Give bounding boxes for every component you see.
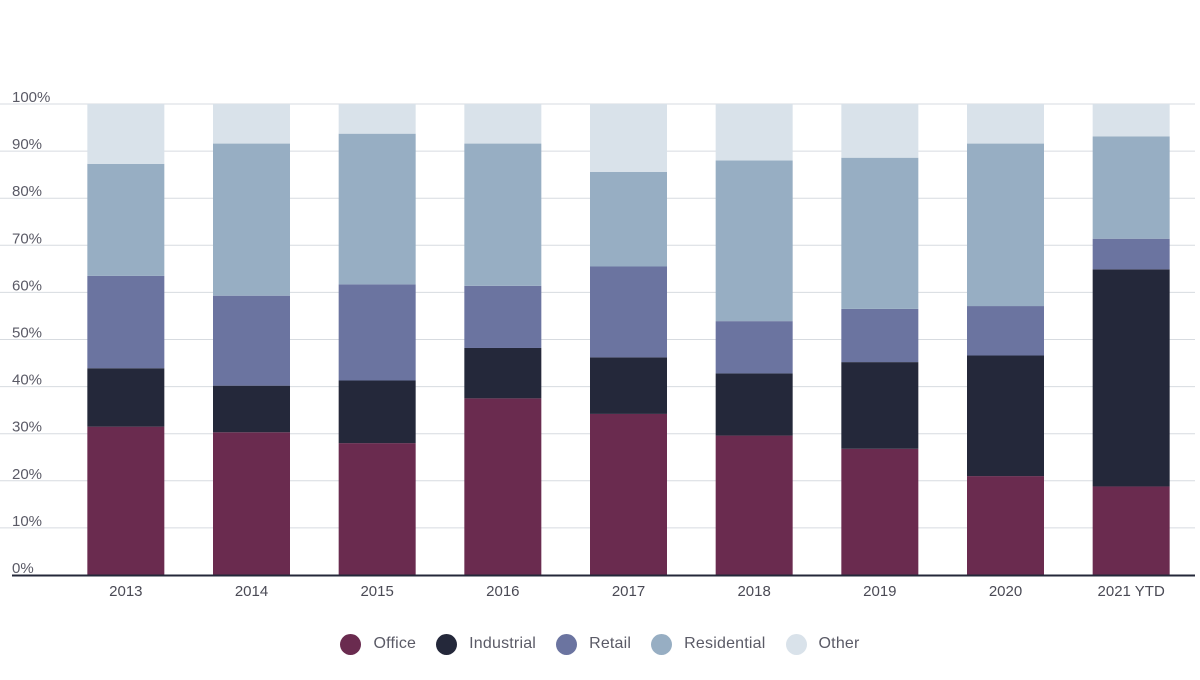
y-tick-label: 60% (12, 277, 42, 294)
bar-segment-other-2019 (841, 104, 919, 158)
bar-segment-residential-2017 (590, 171, 667, 267)
bar-segment-retail-2019 (841, 308, 919, 363)
bar-segment-residential-2016 (464, 143, 542, 286)
y-tick-label: 90% (12, 136, 42, 153)
bar-segment-other-2020 (967, 104, 1044, 144)
bar-segment-retail-2013 (87, 275, 165, 369)
chart-legend: Office Industrial Retail Residential Other (0, 628, 1200, 660)
legend-swatch-icon (556, 633, 578, 655)
y-tick-label: 40% (12, 372, 42, 389)
bar-segment-residential-2018 (715, 160, 793, 322)
bar-segment-industrial-2015 (338, 380, 416, 444)
bar-segment-industrial-2016 (464, 347, 542, 399)
x-tick-label: 2014 (235, 583, 268, 600)
bar-segment-other-2015 (338, 104, 416, 134)
bar-segment-industrial-2013 (87, 368, 165, 427)
bar-segment-office-2019 (841, 448, 919, 575)
x-tick-label: 2018 (737, 583, 770, 600)
legend-swatch-icon (340, 633, 362, 655)
bar-segment-office-2018 (715, 435, 793, 575)
axes: 0% 10% 20% 30% 40% 50% 60% 70% 80% 90% 100% 2013 201… (12, 89, 1195, 600)
bar-segment-other-2016 (464, 104, 542, 144)
bar-segment-industrial-2021-ytd (1092, 269, 1170, 487)
legend-label: Residential (684, 635, 766, 652)
bar-segment-other-2018 (715, 104, 793, 161)
bar-segment-industrial-2014 (213, 385, 290, 433)
y-tick-label: 50% (12, 325, 42, 342)
bar-segment-residential-2021-ytd (1092, 136, 1170, 239)
bar-segment-office-2021-ytd (1092, 486, 1170, 575)
bar-segment-residential-2020 (967, 143, 1044, 307)
x-tick-label: 2017 (612, 583, 645, 600)
y-tick-label: 100% (12, 89, 50, 106)
bar-segment-retail-2015 (338, 284, 416, 381)
legend-swatch-icon (785, 633, 807, 655)
bar-segment-office-2013 (87, 426, 165, 575)
legend-item-residential: Residential (651, 633, 766, 655)
legend-label: Other (818, 635, 860, 652)
bar-segment-retail-2016 (464, 285, 542, 348)
bar-segment-industrial-2017 (590, 357, 667, 414)
bar-segment-industrial-2020 (967, 355, 1044, 477)
bar-segment-residential-2014 (213, 143, 290, 296)
bar-segment-retail-2020 (967, 306, 1044, 356)
bar-segment-other-2014 (213, 104, 290, 144)
bar-segment-other-2013 (87, 104, 165, 164)
legend-swatch-icon (436, 633, 458, 655)
bar-segment-other-2017 (590, 104, 667, 172)
x-tick-label: 2019 (863, 583, 896, 600)
bar-segment-office-2014 (213, 432, 290, 575)
x-tick-label: 2016 (486, 583, 519, 600)
y-tick-label: 30% (12, 419, 42, 436)
y-tick-label: 20% (12, 466, 42, 483)
bar-segment-office-2020 (967, 476, 1044, 575)
legend-swatch-icon (651, 633, 673, 655)
bar-segment-office-2015 (338, 443, 416, 575)
x-tick-label: 2015 (360, 583, 393, 600)
y-tick-label: 10% (12, 513, 42, 530)
bar-segment-residential-2015 (338, 133, 416, 285)
x-tick-label: 2021 YTD (1098, 583, 1165, 600)
x-tick-label: 2020 (989, 583, 1022, 600)
bar-segment-industrial-2018 (715, 373, 793, 436)
bar-segment-industrial-2019 (841, 362, 919, 449)
legend-item-industrial: Industrial (436, 633, 537, 655)
bar-segment-other-2021-ytd (1092, 104, 1170, 137)
legend-label: Office (373, 635, 417, 652)
legend-label: Retail (589, 635, 632, 652)
bar-segment-retail-2017 (590, 266, 667, 358)
legend-item-other: Other (785, 633, 860, 655)
bar-segment-residential-2013 (87, 163, 165, 276)
x-tick-label: 2013 (109, 583, 142, 600)
bar-segment-office-2016 (464, 398, 542, 575)
y-tick-label: 70% (12, 230, 42, 247)
y-tick-label: 80% (12, 183, 42, 200)
bar-segment-office-2017 (590, 413, 667, 575)
bar-segment-retail-2021-ytd (1092, 238, 1170, 270)
legend-item-retail: Retail (556, 633, 632, 655)
bar-segment-residential-2019 (841, 157, 919, 309)
bar-segment-retail-2014 (213, 295, 290, 386)
y-tick-label: 0% (12, 560, 34, 577)
legend-label: Industrial (469, 635, 537, 652)
legend-item-office: Office (340, 633, 417, 655)
bars (87, 104, 1170, 575)
bar-segment-retail-2018 (715, 321, 793, 374)
